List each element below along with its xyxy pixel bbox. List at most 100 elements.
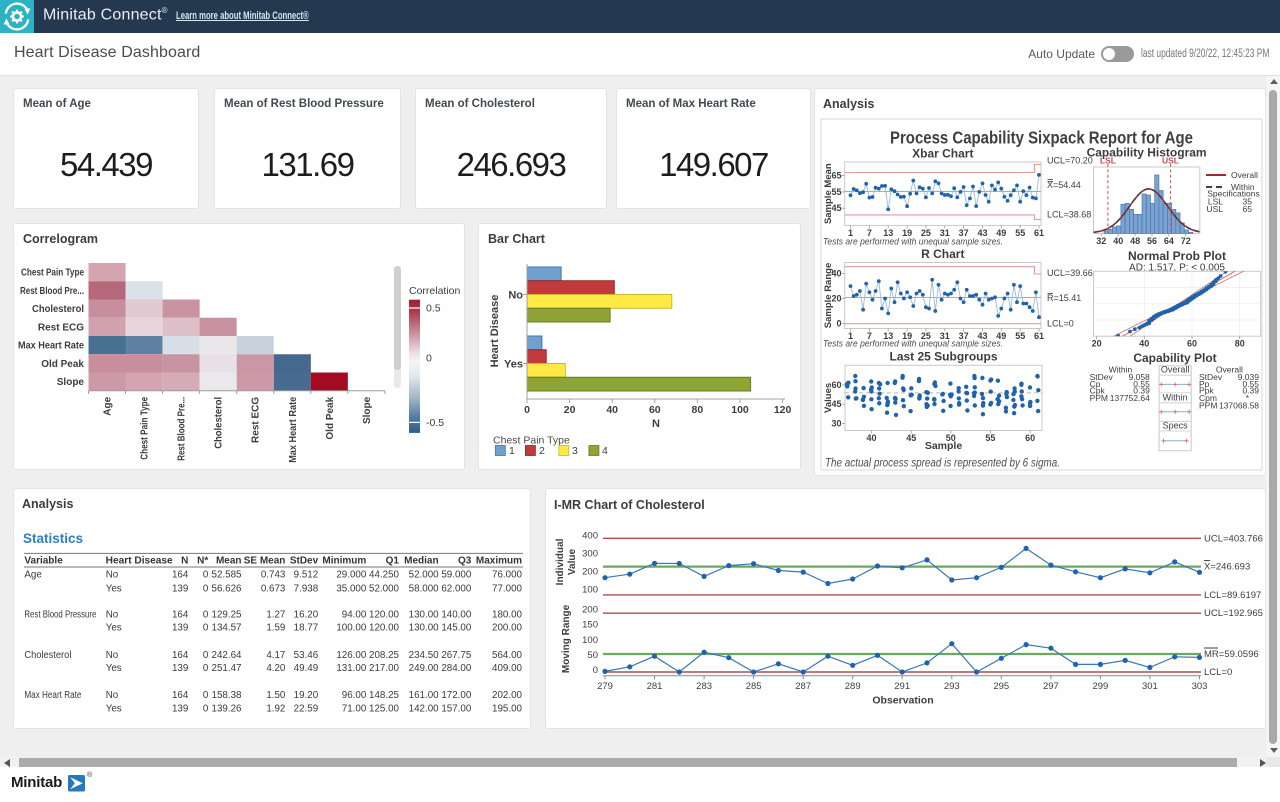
svg-text:60: 60 [1187,339,1197,349]
svg-text:45: 45 [831,399,841,409]
svg-text:Tests are performed with unequ: Tests are performed with unequal sample … [823,237,1003,248]
svg-text:Analysis: Analysis [823,97,874,111]
svg-text:13: 13 [883,331,893,341]
svg-text:284.00: 284.00 [441,663,472,674]
svg-text:161.00: 161.00 [409,690,440,701]
svg-text:Max Heart Rate: Max Heart Rate [24,690,81,701]
svg-text:0: 0 [836,318,841,328]
svg-text:19.20: 19.20 [294,690,319,701]
svg-text:37: 37 [959,331,969,341]
svg-text:100.00: 100.00 [336,623,367,634]
svg-text:94.00: 94.00 [342,609,367,620]
svg-text:UCL=192.965: UCL=192.965 [1204,608,1263,619]
svg-text:0.5: 0.5 [426,303,441,315]
svg-text:140.00: 140.00 [441,609,472,620]
svg-text:60: 60 [831,380,841,390]
svg-text:LCL=89.6197: LCL=89.6197 [1204,590,1261,601]
svg-text:7.938: 7.938 [294,583,319,594]
svg-text:40: 40 [831,269,841,279]
svg-text:Cpk: Cpk [1090,386,1106,396]
svg-text:139: 139 [172,623,188,634]
svg-text:Age: Age [24,569,42,580]
svg-text:234.50: 234.50 [409,650,440,661]
svg-text:291: 291 [894,681,910,692]
svg-text:N: N [181,556,188,567]
svg-text:43: 43 [977,331,987,341]
svg-text:UCL=39.66: UCL=39.66 [1047,268,1093,278]
svg-text:208.25: 208.25 [369,650,400,661]
svg-text:Max Heart Rate: Max Heart Rate [18,341,84,352]
svg-text:Rest ECG: Rest ECG [251,397,262,443]
svg-text:72: 72 [1181,236,1191,246]
svg-text:Q3: Q3 [458,556,472,567]
svg-text:Yes: Yes [106,703,122,714]
svg-text:Rest Blood Pre...: Rest Blood Pre... [177,397,188,461]
svg-text:LCL=38.68: LCL=38.68 [1047,210,1091,220]
svg-text:Old Peak: Old Peak [41,359,84,370]
svg-text:LCL=0: LCL=0 [1047,319,1074,329]
svg-text:*: * [1246,393,1250,403]
svg-text:0: 0 [426,352,432,364]
svg-text:0.55: 0.55 [1133,379,1150,389]
svg-text:Process Capability Sixpack Rep: Process Capability Sixpack Report for Ag… [890,128,1193,148]
svg-text:USL: USL [1162,156,1179,166]
svg-text:61: 61 [1034,331,1044,341]
svg-text:50: 50 [587,650,598,661]
svg-text:20: 20 [831,294,841,304]
svg-text:19: 19 [902,331,912,341]
svg-text:0: 0 [203,569,209,580]
svg-text:125.00: 125.00 [369,703,400,714]
svg-text:200: 200 [582,567,598,578]
svg-text:40: 40 [1113,236,1123,246]
svg-text:139: 139 [172,703,188,714]
svg-text:131.00: 131.00 [336,663,367,674]
svg-text:55: 55 [985,433,995,443]
svg-text:293: 293 [944,681,960,692]
svg-text:Tests are performed with unequ: Tests are performed with unequal sample … [823,339,1003,350]
svg-text:Overall: Overall [1161,365,1190,375]
svg-text:217.00: 217.00 [369,663,400,674]
svg-text:Chest Pain Type: Chest Pain Type [21,268,84,279]
svg-text:UCL=403.766: UCL=403.766 [1204,533,1263,544]
svg-text:40: 40 [866,433,876,443]
svg-text:9.039: 9.039 [1238,372,1260,382]
svg-text:139: 139 [172,583,188,594]
svg-text:7: 7 [867,331,872,341]
svg-text:Old Peak: Old Peak [325,396,336,439]
svg-text:62.000: 62.000 [441,583,472,594]
svg-text:31: 31 [940,228,950,238]
svg-text:Within: Within [1163,392,1188,402]
svg-text:16.20: 16.20 [294,609,319,620]
svg-text:100: 100 [731,404,749,416]
svg-text:55: 55 [831,187,841,197]
svg-text:55: 55 [1015,331,1025,341]
svg-text:MR=59.0596: MR=59.0596 [1204,649,1259,660]
svg-text:0: 0 [203,663,209,674]
svg-text:60: 60 [1025,433,1035,443]
svg-text:Capability Histogram: Capability Histogram [1087,146,1207,160]
svg-text:48: 48 [1130,236,1140,246]
svg-text:251.47: 251.47 [212,663,242,674]
svg-text:148.25: 148.25 [369,690,400,701]
svg-text:49.49: 49.49 [294,663,319,674]
svg-text:37: 37 [959,228,969,238]
svg-text:1.50: 1.50 [266,690,286,701]
svg-text:180.00: 180.00 [492,609,523,620]
svg-text:R Chart: R Chart [921,247,964,261]
svg-text:130.00: 130.00 [409,623,440,634]
svg-text:0: 0 [203,690,209,701]
svg-text:PPM: PPM [1199,400,1217,410]
svg-text:77.000: 77.000 [492,583,523,594]
svg-text:Value: Value [567,549,578,576]
svg-text:137752.64: 137752.64 [1110,393,1150,403]
svg-text:164: 164 [172,690,189,701]
svg-text:Ppk: Ppk [1199,386,1214,396]
svg-text:142.00: 142.00 [409,703,440,714]
svg-text:20: 20 [1092,339,1102,349]
svg-text:The actual process spread is r: The actual process spread is represented… [825,456,1060,470]
svg-text:SE Mean: SE Mean [244,556,286,567]
svg-text:Median: Median [404,556,438,567]
svg-text:299: 299 [1092,681,1108,692]
svg-text:45: 45 [906,433,916,443]
svg-text:Overall: Overall [1231,170,1258,180]
